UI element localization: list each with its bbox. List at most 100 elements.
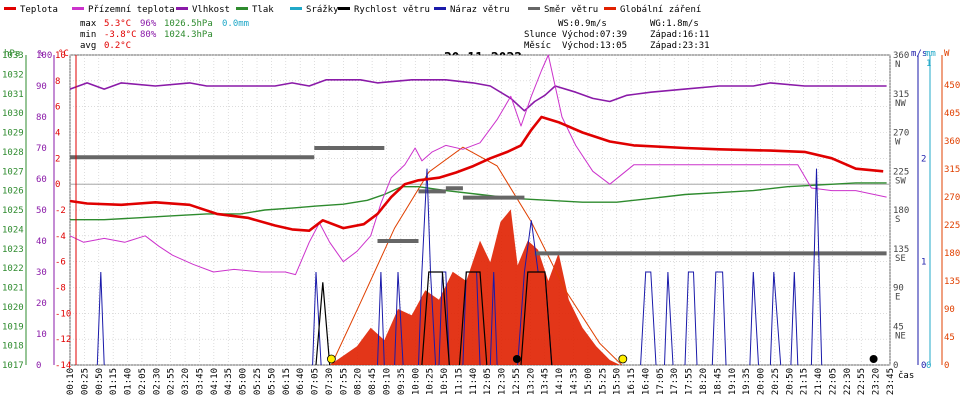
- axis-wm2-label: W: [944, 49, 950, 59]
- axis-hpa-label: hPa: [4, 49, 20, 59]
- x-tick-13: 05:25: [253, 368, 263, 395]
- axis-pct-tick-2: 20: [36, 299, 47, 309]
- series-radiation-area: [329, 209, 621, 365]
- axis-dir-compass-5: SW: [895, 176, 906, 186]
- axis-dir-compass-7: NW: [895, 99, 906, 109]
- series-gust-seg-5: [438, 271, 450, 366]
- legend-swatch-8: [604, 7, 616, 10]
- x-tick-38: 15:50: [613, 368, 623, 395]
- stats-max-temp: 5.3°C: [104, 19, 131, 29]
- x-tick-37: 15:25: [598, 368, 608, 395]
- axis-hpa-tick-3: 1020: [2, 303, 24, 313]
- series-gust-seg-0: [96, 271, 105, 366]
- axis-pct-tick-1: 10: [36, 330, 47, 340]
- legend-label-7: Směr větru: [544, 5, 598, 15]
- series-gust-seg-3: [394, 271, 404, 366]
- axis-dir-compass-2: E: [895, 293, 900, 303]
- x-tick-52: 21:40: [814, 368, 824, 395]
- axis-wm2-tick-1: 45: [944, 333, 955, 343]
- axis-mm-label: mm: [925, 49, 936, 59]
- axis-dir-compass-3: SE: [895, 254, 906, 264]
- axis-hpa-tick-8: 1025: [2, 206, 24, 216]
- x-tick-25: 10:25: [426, 368, 436, 395]
- axis-hpa-tick-9: 1026: [2, 187, 24, 197]
- axis-wm2-tick-7: 315: [944, 165, 960, 175]
- x-tick-42: 17:30: [670, 368, 680, 395]
- axis-temp-tick-2: -10: [55, 309, 71, 319]
- axis-temp-tick-8: 2: [55, 154, 60, 164]
- x-tick-35: 14:35: [570, 368, 580, 395]
- sunrise-info: Východ:07:39: [562, 30, 627, 40]
- axis-temp-tick-1: -12: [55, 335, 71, 345]
- x-tick-7: 02:55: [167, 368, 177, 395]
- x-tick-33: 13:45: [541, 368, 551, 395]
- series-humidity: [69, 79, 887, 112]
- axis-hpa-tick-15: 1032: [2, 70, 24, 80]
- axis-pct-tick-9: 90: [36, 82, 47, 92]
- axis-wm2-tick-2: 90: [944, 305, 955, 315]
- series-wind-speed-seg-0: [315, 282, 331, 366]
- axis-pct-tick-10: 100: [36, 51, 52, 61]
- axis-wm2-tick-4: 180: [944, 249, 960, 259]
- moon-label: Měsíc: [524, 41, 551, 51]
- x-tick-57: 23:45: [886, 368, 896, 395]
- axis-temp-tick-4: -6: [55, 258, 66, 268]
- legend-swatch-7: [528, 7, 540, 10]
- axis-hpa-tick-13: 1030: [2, 109, 24, 119]
- x-tick-51: 21:15: [800, 368, 810, 395]
- x-tick-21: 08:45: [368, 368, 378, 395]
- x-tick-24: 10:00: [411, 368, 421, 395]
- axis-temp-tick-3: -8: [55, 284, 66, 294]
- series-gust-seg-11: [684, 271, 698, 366]
- x-tick-41: 17:05: [656, 368, 666, 395]
- sunrise-marker: [326, 354, 336, 364]
- legend-swatch-2: [176, 7, 188, 10]
- axis-temp-tick-12: 10: [55, 51, 66, 61]
- stats-max-rain: 0.0mm: [222, 19, 249, 29]
- legend-label-8: Globální záření: [620, 5, 701, 15]
- x-tick-5: 02:05: [138, 368, 148, 395]
- x-tick-3: 01:15: [109, 368, 119, 395]
- x-tick-27: 11:15: [454, 368, 464, 395]
- x-tick-36: 15:00: [584, 368, 594, 395]
- axis-pct-tick-6: 60: [36, 175, 47, 185]
- axis-hpa-tick-11: 1028: [2, 148, 24, 158]
- legend-label-3: Tlak: [252, 5, 274, 15]
- wind-gust-info: WG:1.8m/s: [650, 19, 699, 29]
- x-tick-34: 14:10: [555, 368, 565, 395]
- axis-wm2-tick-8: 360: [944, 137, 960, 147]
- stats-min-press: 1024.3hPa: [164, 30, 213, 40]
- stats-min-label: min: [80, 30, 96, 40]
- axis-dir-compass-8: N: [895, 60, 900, 70]
- axis-dir-compass-6: W: [895, 138, 901, 148]
- sun-moon-info: WS:0.9m/s WG:1.8m/s Slunce Východ:07:39 …: [524, 19, 710, 51]
- x-tick-9: 03:45: [195, 368, 205, 395]
- x-axis-label: čas: [898, 370, 914, 381]
- series-gust-seg-1: [312, 271, 322, 366]
- x-tick-47: 19:35: [742, 368, 752, 395]
- x-tick-43: 17:55: [685, 368, 695, 395]
- series-theoretical-radiation: [330, 146, 623, 366]
- x-tick-44: 18:20: [699, 368, 709, 395]
- axis-hpa-tick-2: 1019: [2, 322, 24, 332]
- x-tick-26: 10:50: [440, 368, 450, 395]
- series-gust-seg-16: [810, 168, 823, 366]
- axis-ms-tick-2: 2: [921, 154, 926, 164]
- axis-dir-tick-7: 315: [893, 90, 909, 100]
- series-wind-speed-seg-1: [421, 271, 450, 366]
- series-temperature: [69, 115, 884, 232]
- series-gust-seg-12: [711, 271, 727, 366]
- x-tick-17: 07:05: [311, 368, 321, 395]
- axis-temp-tick-0: -14: [55, 361, 71, 371]
- x-tick-22: 09:10: [382, 368, 392, 395]
- x-tick-29: 12:05: [483, 368, 493, 395]
- axis-temp-tick-7: 0: [55, 180, 60, 190]
- axis-ms-tick-1: 1: [921, 258, 926, 268]
- axis-hpa-tick-7: 1024: [2, 225, 24, 235]
- axis-hpa-tick-0: 1017: [2, 361, 24, 371]
- stats-block: max 5.3°C 96% 1026.5hPa 0.0mm min -3.8°C…: [80, 19, 249, 51]
- series-wind-speed-seg-2: [458, 271, 488, 366]
- axis-pct-tick-5: 50: [36, 206, 47, 216]
- axis-pct-tick-7: 70: [36, 144, 47, 154]
- axis-pct-tick-8: 80: [36, 113, 47, 123]
